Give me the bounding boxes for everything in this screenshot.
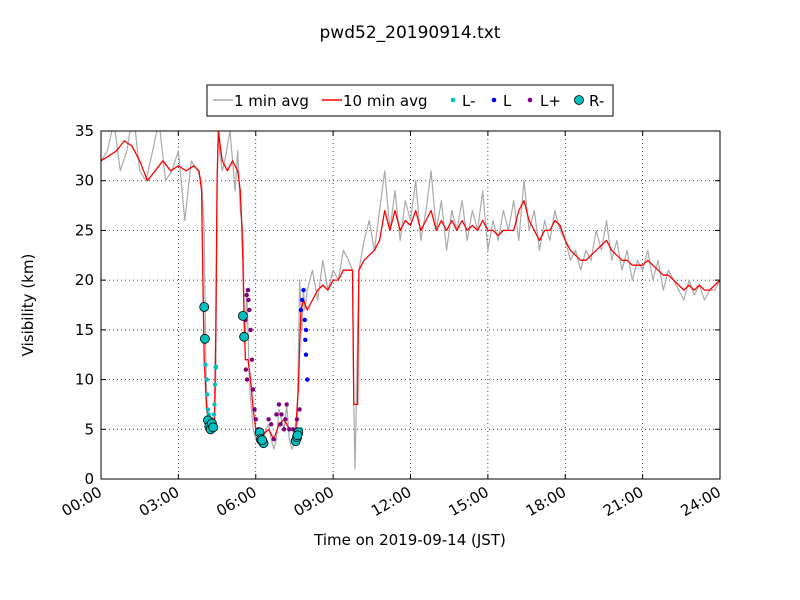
data-point bbox=[203, 362, 208, 367]
data-point bbox=[213, 365, 218, 370]
data-point bbox=[302, 317, 307, 323]
data-point bbox=[274, 412, 279, 417]
series-3 bbox=[298, 287, 310, 382]
x-axis-label: Time on 2019-09-14 (JST) bbox=[313, 531, 506, 549]
data-point bbox=[300, 297, 305, 303]
y-tick-label: 15 bbox=[75, 321, 94, 339]
data-point bbox=[281, 427, 287, 432]
data-point bbox=[303, 327, 309, 333]
data-point bbox=[294, 417, 300, 422]
data-point bbox=[278, 422, 283, 427]
data-point bbox=[284, 402, 289, 407]
legend-swatch-rminus bbox=[574, 95, 584, 105]
legend-label-1min: 1 min avg bbox=[234, 92, 309, 110]
data-point bbox=[279, 412, 284, 417]
data-point bbox=[212, 382, 218, 387]
y-tick-label: 20 bbox=[75, 271, 94, 289]
legend-swatch-lminus bbox=[450, 97, 456, 103]
data-point bbox=[253, 417, 258, 422]
chart-title: pwd52_20190914.txt bbox=[320, 23, 501, 43]
data-point bbox=[271, 437, 276, 442]
series-layer bbox=[101, 131, 720, 470]
data-point bbox=[212, 402, 217, 407]
data-point bbox=[303, 352, 309, 357]
series-5 bbox=[199, 302, 304, 449]
data-marker bbox=[257, 435, 268, 446]
legend-label-rminus: R- bbox=[589, 92, 604, 110]
data-point bbox=[301, 287, 306, 293]
data-point bbox=[283, 417, 288, 422]
data-point bbox=[251, 387, 256, 392]
data-marker bbox=[199, 333, 210, 344]
legend-label-l: L bbox=[503, 92, 512, 110]
legend-frame bbox=[206, 84, 614, 117]
legend-swatch-l bbox=[491, 97, 497, 103]
data-point bbox=[243, 367, 249, 372]
y-tick-label: 25 bbox=[75, 221, 94, 239]
data-point bbox=[297, 407, 302, 412]
data-marker bbox=[208, 422, 219, 433]
data-point bbox=[204, 377, 209, 382]
legend-label-lplus: L+ bbox=[540, 92, 561, 110]
legend-label-lminus: L- bbox=[462, 92, 476, 110]
data-point bbox=[245, 287, 251, 293]
data-point bbox=[246, 297, 251, 303]
y-tick-label: 30 bbox=[75, 172, 94, 190]
data-point bbox=[269, 422, 274, 427]
data-point bbox=[205, 392, 210, 397]
data-point bbox=[298, 307, 304, 313]
data-marker bbox=[292, 430, 303, 441]
data-point bbox=[249, 357, 255, 362]
data-marker bbox=[239, 331, 250, 342]
legend: 1 min avg 10 min avg L- L L+ R- bbox=[206, 84, 614, 117]
data-point bbox=[244, 377, 250, 382]
data-point bbox=[252, 407, 257, 412]
data-point bbox=[211, 412, 217, 417]
data-point bbox=[287, 427, 292, 432]
y-tick-label: 0 bbox=[84, 470, 94, 488]
data-marker bbox=[237, 310, 248, 321]
series-line bbox=[101, 131, 720, 440]
data-point bbox=[248, 327, 253, 333]
legend-label-10min: 10 min avg bbox=[343, 92, 428, 110]
data-point bbox=[303, 337, 308, 342]
legend-swatch-lplus bbox=[527, 97, 533, 103]
data-point bbox=[305, 377, 310, 382]
data-point bbox=[266, 417, 271, 422]
data-marker bbox=[199, 302, 210, 312]
y-tick-label: 5 bbox=[84, 420, 94, 438]
y-axis-label: Visibility (km) bbox=[19, 254, 37, 357]
data-point bbox=[276, 402, 282, 407]
data-point bbox=[247, 307, 252, 313]
series-1 bbox=[101, 131, 720, 440]
y-tick-label: 10 bbox=[75, 371, 94, 389]
data-point bbox=[244, 292, 249, 298]
data-point bbox=[205, 407, 211, 412]
y-tick-label: 35 bbox=[75, 122, 94, 140]
